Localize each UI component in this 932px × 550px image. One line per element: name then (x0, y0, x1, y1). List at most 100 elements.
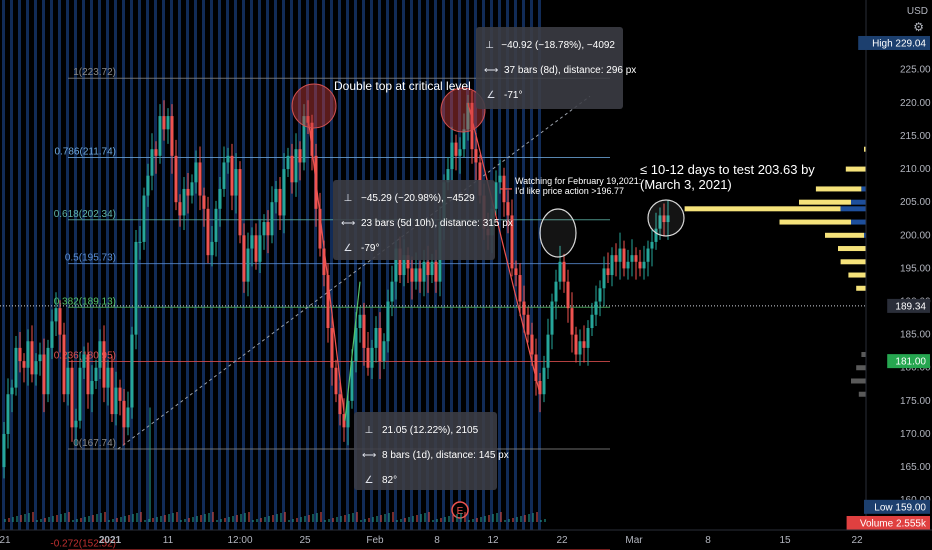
candle-body (170, 116, 174, 156)
volume-bar (340, 516, 342, 522)
volume-bar (412, 516, 414, 522)
session-stripe (538, 0, 541, 530)
session-stripe (162, 0, 165, 530)
price-tick-label: 220.00 (900, 98, 931, 109)
candle-body (534, 354, 538, 381)
fib-level-label: 0.786(211.74) (54, 147, 116, 158)
candle-body (222, 162, 226, 189)
volume-bar (76, 519, 78, 522)
candle-body (574, 334, 578, 355)
volume-bar (388, 513, 390, 522)
volume-bar (312, 514, 314, 522)
candle-body (86, 354, 90, 395)
double-top-label[interactable]: Double top at critical level (334, 79, 471, 93)
double-top-circle-2 (440, 87, 486, 133)
volume-profile-buy (815, 186, 862, 192)
candle-body (218, 188, 222, 209)
candle-body (578, 341, 582, 355)
candle-body (194, 162, 198, 183)
price-tag-text: Volume 2.555k (860, 519, 927, 530)
price-tick-label: 195.00 (900, 263, 931, 274)
candle-body (594, 301, 598, 315)
volume-bar (508, 519, 510, 522)
candle-body (250, 235, 254, 249)
drawn-line-drop2 (467, 102, 541, 395)
candle-body (542, 367, 546, 395)
candle-body (474, 149, 478, 163)
watching-note[interactable]: Watching for February 19,2021: I'd like … (515, 176, 641, 196)
session-stripe (186, 0, 189, 530)
volume-bar (420, 514, 422, 522)
volume-bar (500, 512, 502, 522)
candle-body (214, 208, 218, 242)
measure-row-price: ⊥ −45.29 (−20.98%), −4529 (341, 186, 487, 211)
settings-icon[interactable]: ⚙ (913, 20, 924, 34)
volume-bar (176, 512, 178, 522)
candle-body (618, 248, 622, 262)
price-tag-bg (864, 499, 930, 514)
session-stripe (10, 0, 13, 530)
price-tag-bg (887, 298, 930, 313)
candle-body (342, 414, 346, 428)
measure-row-bars: ⟷ 8 bars (1d), distance: 145 px (362, 450, 509, 461)
bars-range-icon: ⟷ (362, 450, 377, 461)
candle-body (526, 314, 530, 335)
candle-body (78, 367, 82, 421)
session-stripe (170, 0, 173, 530)
price-axis: 225.00 220.00 215.00 210.00 205.00 200.00 195.… (846, 35, 931, 530)
volume-bar (104, 512, 106, 522)
price-tag: 181.00 (887, 354, 930, 369)
time-tick-label: Feb (366, 535, 384, 546)
session-stripe (282, 0, 285, 530)
volume-bar (480, 517, 482, 522)
drawn-line-drop1 (307, 116, 346, 421)
time-tick-label: 22 (556, 535, 568, 546)
candle-body (202, 195, 206, 209)
candle-body (434, 261, 438, 282)
candle-body (366, 347, 370, 368)
candle-body (538, 380, 542, 395)
volume-profile-buy (779, 219, 851, 225)
candle-body (258, 235, 262, 262)
volume-bar (264, 517, 266, 522)
candle-body (238, 169, 242, 236)
volume-bar (280, 513, 282, 522)
target-note[interactable]: ≤ 10-12 days to test 203.63 by (March 3,… (640, 162, 815, 192)
fib-level-label: 0(167.74) (73, 438, 116, 449)
measure-box-middle[interactable]: ⊥ −45.29 (−20.98%), −4529 ⟷ 23 bars (5d 10… (333, 180, 513, 260)
candle-body (514, 268, 518, 276)
session-stripe (98, 0, 101, 530)
candle-body (398, 248, 402, 276)
candle-body (62, 334, 66, 395)
session-stripe (130, 0, 133, 530)
target-circle-2 (647, 199, 685, 237)
volume-profile-buy (845, 166, 872, 172)
measure-box-bottom[interactable]: ⊥ 21.05 (12.22%), 2105 ⟷ 8 bars (1d), dist… (354, 412, 509, 490)
fib-level-label: 0.382(189.13) (54, 296, 116, 307)
price-range-icon: ⊥ (485, 40, 494, 51)
volume-bar (192, 517, 194, 522)
session-stripe (482, 0, 485, 530)
session-stripe (354, 0, 357, 530)
volume-bar (316, 513, 318, 522)
candle-body (390, 281, 394, 302)
candle-body (470, 102, 474, 150)
volume-bar (336, 517, 338, 522)
candle-body (426, 261, 430, 276)
candle-body (226, 155, 230, 163)
candle-body (458, 149, 462, 156)
candle-body (294, 149, 298, 183)
candle-body (106, 367, 110, 388)
time-tick-label: 8 (705, 535, 711, 546)
candle-body (34, 361, 38, 375)
price-range-icon: ⊥ (364, 425, 374, 436)
volume-bar (68, 512, 70, 522)
measure-box-top[interactable]: ⊥ −40.92 (−18.78%), −4092 ⟷ 37 bars (8d), … (476, 27, 636, 109)
currency-label[interactable]: USD (907, 6, 928, 17)
candle-body (642, 261, 646, 269)
session-stripe (18, 0, 21, 530)
volume-bar (204, 514, 206, 522)
candle-body (262, 222, 266, 236)
